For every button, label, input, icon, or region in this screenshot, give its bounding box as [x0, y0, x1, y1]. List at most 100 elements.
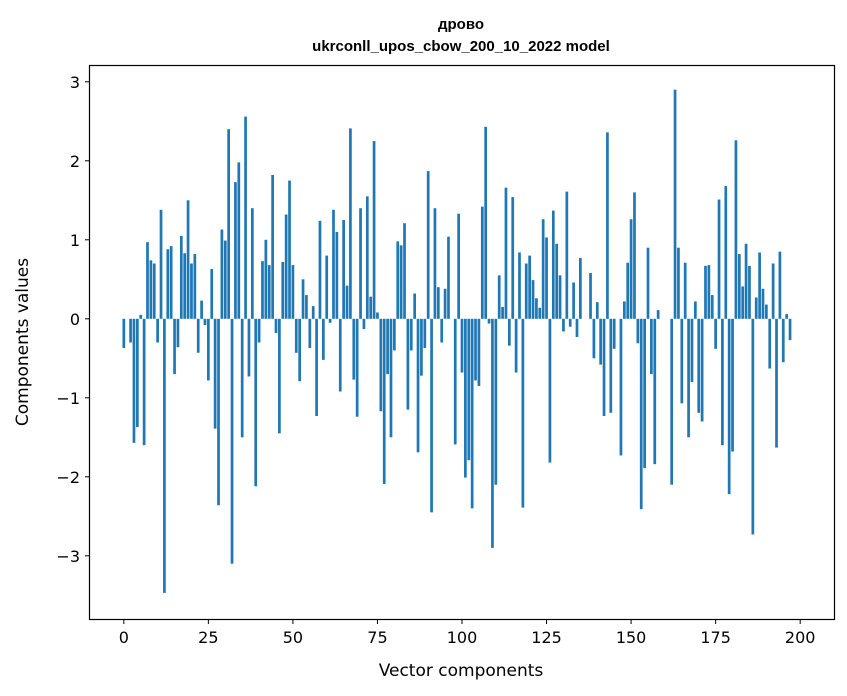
y-axis-label: Components values	[13, 258, 33, 426]
bar-78	[386, 318, 389, 375]
bar-91	[430, 318, 433, 513]
bar-62	[332, 209, 335, 319]
bar-77	[382, 318, 386, 484]
bar-189	[761, 288, 765, 319]
bar-38	[250, 208, 254, 319]
bar-168	[690, 318, 694, 382]
y-tick-label: −3	[56, 547, 80, 566]
y-tick-label: −2	[56, 468, 80, 487]
bar-25	[207, 318, 210, 381]
bar-70	[359, 208, 362, 319]
bar-84	[406, 318, 410, 410]
bar-175	[714, 318, 717, 349]
bar-123	[538, 307, 542, 319]
bar-129	[558, 275, 562, 319]
bar-80	[393, 318, 396, 351]
bar-145	[612, 318, 616, 349]
bar-112	[501, 306, 504, 319]
bar-109	[491, 318, 494, 548]
bar-121	[531, 280, 535, 319]
bar-57	[315, 318, 318, 416]
bar-156	[650, 318, 653, 375]
bar-118	[521, 318, 525, 508]
y-tick-label: 1	[70, 231, 80, 250]
plot-frame	[88, 64, 836, 621]
bar-126	[548, 318, 552, 463]
bar-192	[771, 263, 775, 319]
bar-100	[460, 318, 464, 373]
bar-131	[565, 191, 569, 319]
bar-7	[146, 242, 149, 319]
bar-187	[754, 297, 758, 319]
bars-group	[122, 89, 792, 593]
bar-152	[636, 318, 640, 344]
bar-85	[409, 318, 413, 351]
bar-173	[707, 265, 711, 319]
bar-81	[396, 241, 400, 319]
bar-135	[579, 257, 582, 319]
bar-87	[416, 318, 420, 453]
bar-59	[321, 318, 325, 360]
bar-44	[271, 175, 274, 319]
bar-8	[149, 260, 153, 319]
bar-107	[484, 126, 488, 319]
bar-180	[731, 318, 734, 452]
bar-115	[511, 197, 515, 319]
bar-5	[139, 314, 143, 319]
chart-title: дрово	[438, 16, 484, 33]
bar-22	[196, 318, 200, 353]
bar-114	[507, 318, 511, 346]
bar-42	[264, 239, 268, 319]
bar-93	[436, 287, 440, 319]
bar-132	[568, 318, 572, 327]
bar-134	[575, 318, 579, 337]
bar-117	[518, 252, 521, 319]
bar-196	[785, 314, 789, 319]
bar-141	[599, 318, 603, 365]
x-tick-label: 125	[531, 628, 562, 647]
bar-106	[480, 206, 484, 319]
bar-124	[541, 219, 545, 319]
x-tick-label: 100	[447, 628, 478, 647]
bar-79	[389, 318, 393, 438]
bar-182	[737, 254, 741, 319]
bar-149	[626, 262, 630, 319]
bar-98	[453, 318, 457, 445]
bar-14	[169, 246, 173, 319]
bar-88	[420, 318, 423, 376]
bar-155	[646, 247, 650, 319]
bar-195	[781, 318, 785, 363]
bar-17	[179, 235, 183, 319]
x-tick-label: 25	[198, 628, 218, 647]
bar-111	[497, 275, 501, 319]
bar-165	[680, 318, 684, 404]
y-tick-label: 3	[70, 73, 80, 92]
bar-27	[213, 318, 217, 429]
bar-128	[555, 243, 559, 319]
bar-69	[355, 318, 359, 417]
bar-82	[399, 245, 403, 319]
bar-89	[423, 318, 427, 349]
bar-103	[470, 318, 474, 509]
bar-125	[545, 237, 548, 319]
bar-26	[210, 269, 214, 319]
bar-21	[193, 254, 197, 319]
bar-127	[551, 210, 555, 319]
bar-181	[734, 140, 738, 319]
bar-83	[403, 223, 406, 319]
bar-86	[413, 293, 417, 319]
bar-171	[700, 318, 704, 422]
y-axis-ticks: 3 2 1 0 −1 −2 −3	[56, 73, 90, 566]
bar-30	[223, 240, 227, 319]
bar-186	[751, 318, 755, 535]
bar-31	[227, 129, 231, 319]
bar-6	[142, 318, 146, 446]
bar-11	[159, 209, 163, 319]
bar-29	[220, 229, 224, 319]
bar-139	[592, 318, 596, 359]
bar-191	[768, 318, 772, 369]
bar-39	[254, 318, 258, 487]
bar-176	[717, 199, 721, 319]
bar-133	[572, 282, 575, 319]
